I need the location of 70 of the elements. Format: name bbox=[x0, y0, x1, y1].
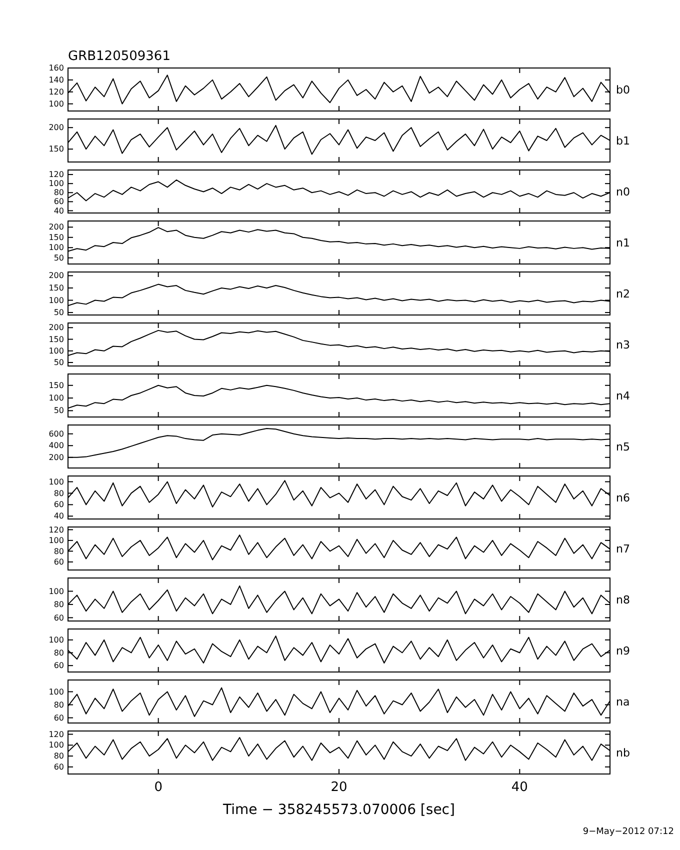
legend-label: n2 bbox=[616, 287, 630, 300]
y-tick-label: 100 bbox=[48, 536, 64, 545]
y-tick-label: 120 bbox=[48, 87, 64, 96]
legend-label: n7 bbox=[616, 542, 630, 556]
y-tick-label: 100 bbox=[48, 243, 64, 252]
y-tick-label: 80 bbox=[54, 546, 64, 556]
y-tick-label: 600 bbox=[48, 429, 64, 438]
y-tick-label: 80 bbox=[54, 488, 64, 498]
y-tick-label: 40 bbox=[54, 512, 64, 521]
y-tick-label: 80 bbox=[54, 700, 64, 710]
chart-title: GRB120509361 bbox=[68, 49, 170, 64]
y-tick-label: 200 bbox=[48, 123, 64, 132]
legend-label: b1 bbox=[616, 134, 630, 148]
y-tick-label: 60 bbox=[54, 557, 64, 566]
y-tick-label: 100 bbox=[48, 346, 64, 356]
legend-label: nb bbox=[616, 746, 630, 760]
y-tick-label: 120 bbox=[48, 170, 64, 180]
y-tick-label: 100 bbox=[48, 179, 64, 188]
y-tick-label: 400 bbox=[48, 441, 64, 450]
y-tick-label: 80 bbox=[54, 600, 64, 610]
y-tick-label: 140 bbox=[48, 76, 64, 85]
y-tick-label: 60 bbox=[54, 197, 64, 206]
legend-label: b0 bbox=[616, 83, 630, 96]
y-tick-label: 60 bbox=[54, 500, 64, 510]
y-tick-label: 60 bbox=[54, 762, 64, 772]
y-tick-label: 80 bbox=[54, 188, 64, 198]
y-tick-label: 200 bbox=[48, 452, 64, 462]
y-tick-label: 50 bbox=[54, 406, 64, 416]
y-tick-label: 80 bbox=[54, 648, 64, 658]
y-tick-label: 100 bbox=[48, 477, 64, 486]
y-tick-label: 100 bbox=[48, 740, 64, 750]
legend-label: na bbox=[616, 695, 630, 708]
y-tick-label: 150 bbox=[48, 334, 64, 344]
y-tick-label: 60 bbox=[54, 613, 64, 622]
x-tick-label: 20 bbox=[330, 780, 348, 796]
legend-label: n1 bbox=[616, 236, 630, 250]
x-tick-label: 40 bbox=[511, 780, 528, 796]
y-tick-label: 120 bbox=[48, 525, 64, 534]
y-tick-label: 50 bbox=[54, 358, 64, 368]
legend-label: n4 bbox=[616, 389, 630, 402]
y-tick-label: 100 bbox=[48, 99, 64, 108]
y-tick-label: 150 bbox=[48, 232, 64, 242]
y-tick-label: 200 bbox=[48, 222, 64, 232]
legend-label: n6 bbox=[616, 491, 630, 504]
y-tick-label: 120 bbox=[48, 730, 64, 739]
y-tick-label: 160 bbox=[48, 64, 64, 73]
legend-label: n3 bbox=[616, 338, 630, 352]
y-tick-label: 150 bbox=[48, 144, 64, 154]
y-tick-label: 60 bbox=[54, 713, 64, 722]
y-tick-label: 200 bbox=[48, 271, 64, 280]
y-tick-label: 100 bbox=[48, 635, 64, 644]
text: 9−May−2012 07:12 bbox=[582, 827, 674, 837]
legend-label: n8 bbox=[616, 593, 630, 606]
legend-label: n5 bbox=[616, 440, 630, 454]
y-tick-label: 100 bbox=[48, 586, 64, 596]
y-tick-label: 100 bbox=[48, 687, 64, 696]
y-tick-label: 80 bbox=[54, 752, 64, 761]
legend-label: n0 bbox=[616, 185, 630, 198]
y-tick-label: 100 bbox=[48, 394, 64, 403]
y-tick-label: 150 bbox=[48, 284, 64, 293]
y-tick-label: 60 bbox=[54, 661, 64, 670]
x-axis-title: Time − 358245573.070006 [sec] bbox=[222, 802, 455, 818]
y-tick-label: 50 bbox=[54, 308, 64, 318]
y-tick-label: 50 bbox=[54, 253, 64, 262]
legend-label: n9 bbox=[616, 644, 630, 658]
y-tick-label: 40 bbox=[54, 206, 64, 216]
y-tick-label: 200 bbox=[48, 323, 64, 332]
y-tick-label: 150 bbox=[48, 380, 64, 390]
x-tick-label: 0 bbox=[154, 780, 162, 796]
y-tick-label: 100 bbox=[48, 296, 64, 305]
